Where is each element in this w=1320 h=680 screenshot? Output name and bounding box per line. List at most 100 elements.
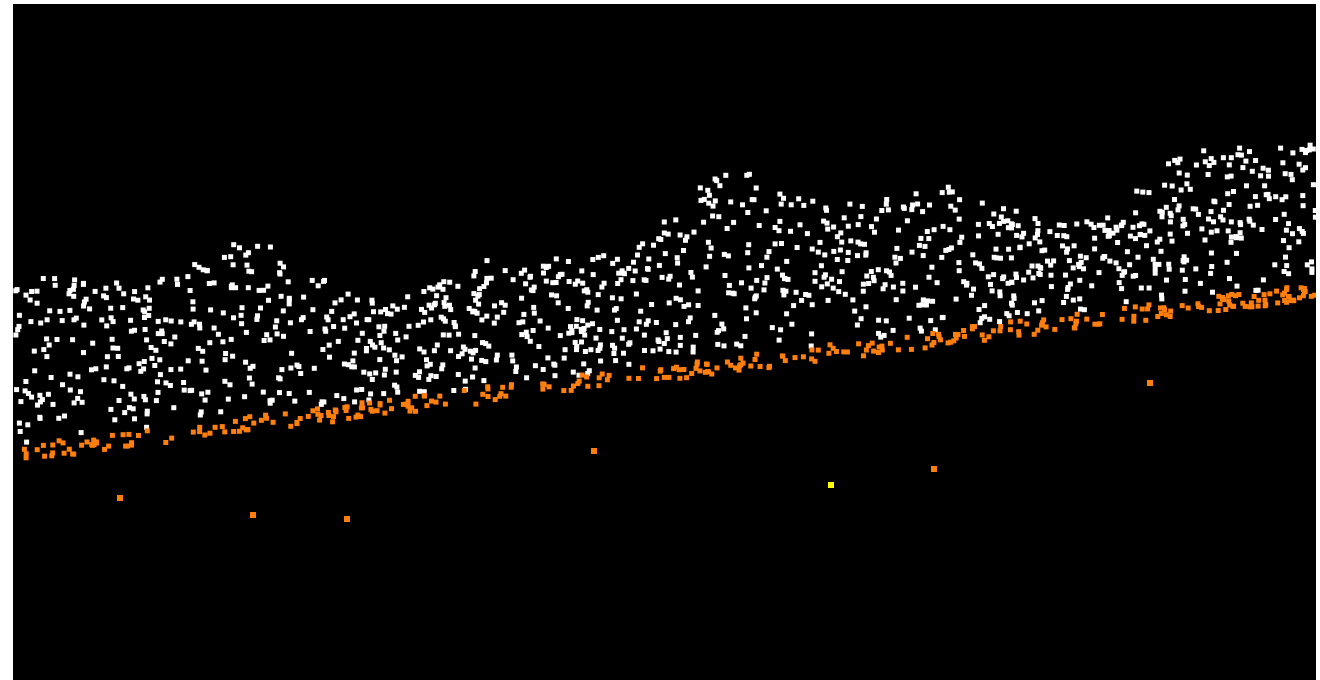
vegetation-point — [987, 316, 993, 322]
vegetation-point — [196, 264, 202, 270]
vegetation-point — [1278, 145, 1284, 151]
vegetation-point — [819, 284, 825, 290]
vegetation-point — [762, 280, 768, 286]
vegetation-point — [1306, 147, 1312, 153]
vegetation-point — [1065, 246, 1070, 252]
vegetation-point — [673, 322, 679, 328]
vegetation-point — [381, 328, 387, 334]
vegetation-point — [470, 350, 476, 356]
vegetation-point — [869, 224, 874, 230]
vegetation-point — [991, 272, 997, 278]
vegetation-point — [961, 279, 967, 285]
vegetation-point — [928, 318, 934, 324]
ground-point — [325, 409, 331, 415]
vegetation-point — [789, 321, 795, 327]
vegetation-point — [207, 340, 213, 346]
vegetation-point — [725, 253, 731, 259]
vegetation-point — [1078, 259, 1084, 265]
vegetation-point — [472, 333, 478, 339]
ground-point — [120, 432, 126, 438]
vegetation-point — [326, 342, 332, 348]
point-cloud-viewport[interactable] — [13, 4, 1316, 680]
vegetation-point — [566, 330, 572, 336]
vegetation-point — [1008, 255, 1014, 261]
vegetation-point — [168, 318, 174, 324]
vegetation-point — [369, 377, 375, 382]
vegetation-point — [1234, 283, 1240, 289]
vegetation-point — [18, 399, 24, 405]
vegetation-point — [477, 286, 483, 292]
ground-point — [343, 408, 349, 413]
vegetation-point — [842, 291, 848, 297]
vegetation-point — [101, 293, 107, 299]
vegetation-point — [115, 354, 121, 359]
vegetation-point — [633, 291, 639, 297]
vegetation-point — [673, 295, 679, 301]
ground-point — [1275, 300, 1281, 306]
vegetation-point — [1006, 313, 1012, 319]
vegetation-point — [39, 397, 45, 403]
vegetation-point — [289, 350, 295, 356]
vegetation-point — [568, 324, 573, 330]
vegetation-point — [913, 284, 918, 290]
vegetation-point — [553, 256, 559, 262]
vegetation-point — [399, 354, 405, 360]
vegetation-point — [1181, 254, 1187, 260]
ground-point — [827, 342, 833, 348]
ground-point — [981, 337, 987, 343]
vegetation-point — [347, 314, 353, 320]
vegetation-point — [1116, 266, 1122, 272]
vegetation-point — [1226, 162, 1232, 168]
vegetation-point — [988, 281, 993, 287]
vegetation-point — [621, 327, 627, 333]
vegetation-point — [142, 327, 148, 332]
vegetation-point — [1300, 193, 1306, 199]
vegetation-point — [159, 328, 165, 334]
vegetation-point — [876, 330, 881, 336]
vegetation-point — [976, 233, 981, 239]
ground-point — [1242, 303, 1248, 309]
vegetation-point — [189, 387, 195, 393]
vegetation-point — [1247, 149, 1252, 155]
ground-point — [990, 328, 996, 334]
vegetation-point — [1122, 269, 1128, 275]
vegetation-point — [782, 276, 787, 281]
vegetation-point — [580, 318, 586, 324]
vegetation-point — [745, 250, 751, 256]
point-cloud-canvas[interactable] — [13, 4, 1316, 680]
ground-point — [1251, 294, 1257, 299]
vegetation-point — [570, 369, 576, 375]
vegetation-point — [626, 265, 632, 271]
vegetation-point — [513, 364, 519, 370]
vegetation-point — [1273, 217, 1279, 222]
ground-point — [728, 362, 734, 368]
vegetation-point — [531, 304, 537, 310]
vegetation-point — [14, 387, 20, 393]
vegetation-point — [306, 389, 312, 395]
vegetation-point — [1243, 158, 1249, 164]
vegetation-point — [467, 348, 473, 354]
vegetation-point — [956, 216, 962, 222]
vegetation-point — [484, 313, 490, 319]
ground-point — [231, 429, 237, 434]
vegetation-point — [964, 280, 970, 286]
vegetation-point — [858, 241, 864, 247]
vegetation-point — [267, 398, 273, 404]
vegetation-point — [1014, 232, 1020, 238]
ground-point — [1147, 380, 1153, 386]
ground-point — [969, 326, 975, 332]
vegetation-point — [443, 295, 449, 301]
vegetation-point — [776, 228, 782, 234]
vegetation-point — [48, 375, 54, 380]
vegetation-point — [256, 287, 262, 293]
vegetation-point — [366, 397, 372, 403]
vegetation-point — [1008, 221, 1014, 227]
ground-point — [294, 419, 300, 425]
vegetation-point — [386, 347, 392, 353]
vegetation-point — [286, 296, 292, 302]
vegetation-point — [228, 285, 234, 291]
vegetation-point — [926, 274, 932, 280]
vegetation-point — [562, 347, 568, 353]
vegetation-point — [310, 307, 316, 313]
vegetation-point — [218, 409, 224, 415]
